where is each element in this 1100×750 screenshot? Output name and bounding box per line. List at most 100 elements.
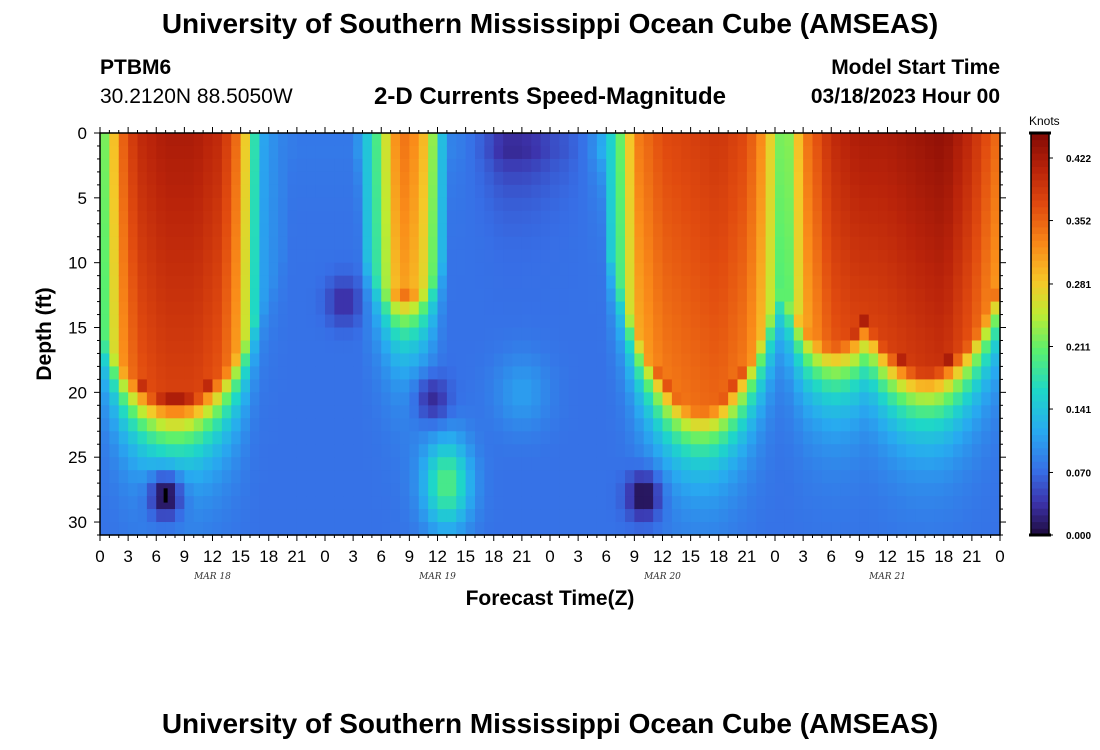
heatmap-cell (728, 509, 739, 523)
heatmap-cell (184, 249, 195, 264)
heatmap-cell (643, 275, 654, 290)
heatmap-cell (362, 262, 373, 277)
heatmap-cell (568, 327, 579, 342)
heatmap-cell (325, 210, 335, 225)
heatmap-cell (943, 496, 954, 510)
heatmap-cell (671, 353, 682, 368)
heatmap-cell (212, 301, 223, 316)
heatmap-cell (240, 366, 251, 380)
heatmap-cell (793, 392, 804, 406)
heatmap-cell (493, 301, 504, 316)
heatmap-cell (690, 314, 701, 329)
heatmap-cell (362, 457, 373, 471)
heatmap-cell (615, 353, 626, 368)
heatmap-cell (925, 184, 935, 199)
heatmap-cell (775, 314, 785, 329)
heatmap-cell (953, 457, 964, 471)
heatmap-cell (400, 301, 410, 316)
heatmap-cell (868, 431, 879, 445)
heatmap-cell (428, 405, 439, 419)
heatmap-cell (512, 496, 523, 510)
heatmap-cell (100, 366, 110, 380)
heatmap-cell (550, 392, 560, 406)
heatmap-cell (821, 470, 832, 484)
heatmap-cell (306, 133, 317, 147)
heatmap-cell (962, 133, 973, 147)
heatmap-cell (878, 418, 889, 432)
heatmap-cell (540, 522, 551, 536)
heatmap-cell (146, 340, 157, 355)
heatmap-cell (625, 236, 635, 251)
heatmap-cell (671, 405, 682, 419)
heatmap-cell (728, 314, 739, 329)
heatmap-cell (137, 405, 148, 419)
heatmap-cell (793, 470, 804, 484)
heatmap-cell (343, 145, 354, 160)
heatmap-cell (212, 444, 223, 458)
heatmap-cell (578, 236, 589, 251)
heatmap-cell (700, 418, 710, 432)
heatmap-cell (962, 379, 973, 393)
heatmap-cell (278, 327, 289, 342)
heatmap-cell (878, 301, 889, 316)
heatmap-cell (671, 366, 682, 380)
heatmap-cell (718, 184, 729, 199)
heatmap-cell (428, 249, 439, 264)
heatmap-cell (934, 366, 945, 380)
heatmap-cell (334, 392, 345, 406)
heatmap-cell (315, 184, 326, 199)
heatmap-cell (165, 249, 176, 264)
heatmap-cell (325, 509, 335, 523)
heatmap-cell (484, 496, 495, 510)
x-axis-label: Forecast Time(Z) (466, 587, 635, 610)
heatmap-cell (109, 184, 120, 199)
heatmap-cell (165, 301, 176, 316)
heatmap-cell (662, 522, 673, 536)
heatmap-cell (531, 470, 542, 484)
heatmap-cell (943, 379, 954, 393)
heatmap-cell (850, 405, 860, 419)
heatmap-cell (709, 210, 720, 225)
heatmap-cell (409, 522, 420, 536)
heatmap-cell (887, 184, 898, 199)
heatmap-cell (559, 184, 570, 199)
heatmap-cell (803, 133, 814, 147)
heatmap-cell (700, 327, 710, 342)
heatmap-cell (503, 158, 514, 173)
footer-title: University of Southern Mississippi Ocean… (161, 708, 939, 739)
heatmap-cell (850, 158, 860, 173)
heatmap-cell (990, 418, 1001, 432)
heatmap-cell (934, 353, 945, 368)
heatmap-cell (690, 483, 701, 497)
heatmap-cell (475, 262, 485, 277)
heatmap-cell (128, 496, 139, 510)
heatmap-cell (615, 522, 626, 536)
heatmap-cell (578, 327, 589, 342)
heatmap-cell (315, 470, 326, 484)
heatmap-cell (250, 133, 260, 147)
heatmap-cell (137, 353, 148, 368)
heatmap-cell (690, 197, 701, 212)
heatmap-cell (690, 431, 701, 445)
heatmap-cell (756, 262, 767, 277)
heatmap-cell (428, 262, 439, 277)
heatmap-cell (212, 327, 223, 342)
heatmap-cell (925, 223, 935, 238)
heatmap-cell (578, 249, 589, 264)
heatmap-cell (137, 249, 148, 264)
heatmap-cell (821, 249, 832, 264)
heatmap-cell (250, 483, 260, 497)
heatmap-cell (203, 392, 214, 406)
heatmap-cell (156, 496, 167, 510)
heatmap-cell (662, 275, 673, 290)
heatmap-cell (296, 301, 307, 316)
heatmap-cell (287, 431, 298, 445)
heatmap-cell (100, 418, 110, 432)
heatmap-cell (428, 418, 439, 432)
heatmap-cell (259, 392, 270, 406)
heatmap-cell (296, 210, 307, 225)
heatmap-cell (268, 262, 279, 277)
heatmap-cell (306, 379, 317, 393)
heatmap-cell (606, 301, 617, 316)
colorbar-segment (1031, 374, 1049, 382)
